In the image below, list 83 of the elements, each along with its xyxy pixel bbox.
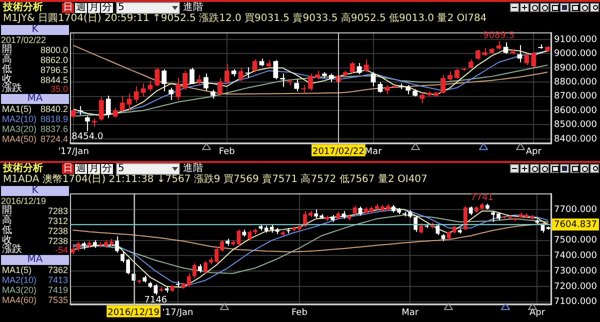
annotation: 9089.5 (483, 30, 515, 41)
text: 收 (2, 74, 12, 84)
text: MA4(60) (2, 294, 37, 305)
x-tick-label: Apr (526, 146, 542, 157)
text: MA3(20) (2, 124, 37, 134)
x-tick-label: Feb (218, 146, 236, 157)
text: 2016/12/19 (1, 196, 46, 206)
y-tick-label: 9000.000 (554, 49, 598, 60)
y-tick-label: 7200.000 (554, 282, 598, 292)
text: 2017/02/22 (1, 34, 46, 45)
y-tick-label: 8400.000 (554, 134, 598, 144)
y-tick-label: 7700.000 (554, 204, 598, 215)
x-tick-label: 2017/02/22 (312, 146, 364, 157)
text: 7238 (48, 226, 68, 236)
annotation: 8454.0 (72, 132, 104, 142)
y-tick-label: 7400.000 (554, 251, 598, 262)
text: K (1, 185, 69, 196)
text: 7362 (48, 265, 68, 276)
text: 進階 (182, 163, 203, 174)
text: 低 (2, 64, 12, 75)
text: 進階 (182, 2, 204, 13)
text: MA (1, 93, 69, 104)
ref-line-label: 7604.837 (554, 220, 598, 230)
text: 5 (116, 2, 180, 14)
text: 高 (2, 214, 12, 226)
text: MA4(50) (2, 134, 37, 144)
candlestick (322, 72, 327, 78)
y-tick-label: 8800.000 (554, 77, 598, 88)
x-tick-label: Mar (364, 146, 382, 157)
text: 8724.4 (40, 134, 68, 144)
candlestick (458, 228, 462, 234)
text: 7312 (48, 216, 68, 226)
text: 開 (2, 44, 12, 55)
y-tick-label: 7100.000 (554, 297, 598, 308)
text: 日 (62, 163, 74, 174)
y-tick-label: 8600.000 (554, 106, 598, 116)
y-tick-label: 8900.000 (554, 63, 598, 74)
text: 8862.0 (40, 54, 68, 65)
chart-subtitle: M1JY& 日圓1704(日) 20:59:11 ↑9052.5 漲跌12.0 買9031.5 賣9033.5 高9052.5 低9013.0 量2 OI784 (3, 13, 487, 24)
x-tick-label: '17/Jan (162, 308, 194, 318)
text: K (1, 24, 69, 35)
candlestick (137, 279, 142, 284)
y-tick-label: 7300.000 (554, 266, 598, 276)
text: 8800.0 (40, 44, 68, 55)
text: 5 (116, 163, 180, 175)
text: -54 (54, 245, 68, 256)
text: MA1(5) (2, 265, 32, 276)
text: 開 (2, 204, 12, 216)
text: 8796.5 (40, 64, 68, 75)
y-tick-label: 9100.000 (554, 34, 598, 45)
text: 8844.5 (40, 74, 68, 84)
annotation: 7741 (470, 193, 494, 204)
x-tick-label: '17/Jan (58, 146, 89, 157)
chart-subtitle: M1ADA 澳幣1704(日) 21:11:38 ↓7567 漲跌9 買7569 賣7571 高7572 低7567 量2 OI407 (3, 174, 428, 186)
text: 7535 (48, 294, 68, 305)
y-tick-label: 8500.000 (554, 120, 598, 130)
text: MA3(20) (2, 285, 37, 295)
chart-title: 技術分析 (3, 163, 43, 174)
text: 漲跌 (2, 244, 22, 256)
y-tick-label: 7500.000 (554, 236, 598, 246)
x-tick-label: Feb (292, 308, 308, 318)
text: 35.0 (50, 84, 68, 94)
text: 7419 (48, 285, 68, 295)
text: 8837.6 (40, 124, 68, 134)
text: 8818.9 (40, 114, 68, 124)
text: 7283 (48, 206, 68, 216)
x-tick-label: 2016/12/19 (108, 308, 160, 318)
x-tick-label: Mar (402, 308, 419, 318)
text: MA2(10) (2, 114, 37, 124)
annotation: 7146 (144, 296, 168, 306)
text: 7238 (48, 236, 68, 246)
text: MA1(5) (2, 104, 32, 114)
text: 高 (2, 54, 12, 65)
text: 收 (2, 234, 12, 246)
text: 7413 (48, 275, 68, 286)
text: 漲跌 (2, 83, 22, 94)
chart-title: 技術分析 (3, 2, 43, 13)
text: MA (1, 254, 69, 266)
text: 低 (2, 224, 12, 236)
y-tick-label: 8700.000 (554, 92, 598, 102)
text: 日 (62, 2, 74, 13)
text: 8840.2 (40, 104, 68, 114)
text: MA2(10) (2, 275, 37, 286)
